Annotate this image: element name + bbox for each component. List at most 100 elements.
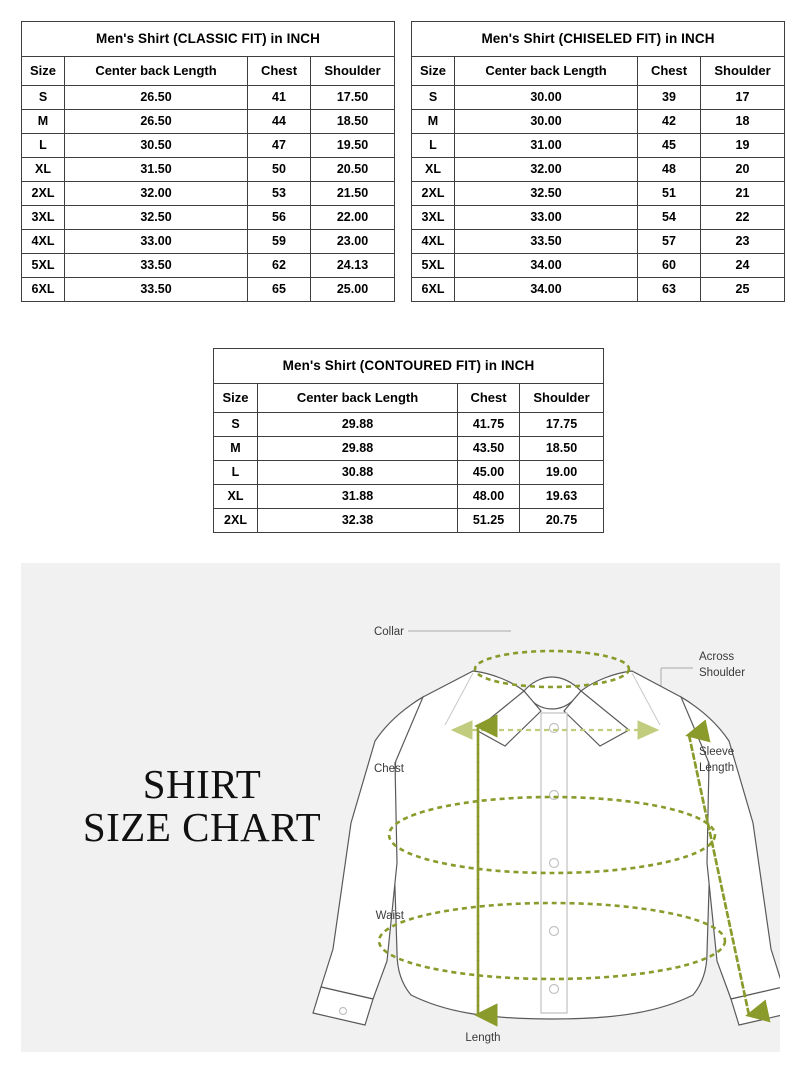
- cell-shoulder: 22.00: [310, 205, 395, 230]
- table-row: M 30.00 42 18: [411, 109, 785, 134]
- cell-length: 31.50: [64, 157, 248, 182]
- chest-measure-ellipse: [387, 795, 717, 875]
- shoulder-seams: [444, 672, 661, 726]
- label-sleeve-length-line-2: Length: [699, 762, 734, 774]
- cell-size: 3XL: [411, 205, 455, 230]
- cell-chest: 63: [637, 277, 701, 302]
- cell-chest: 51.25: [457, 508, 520, 533]
- cell-size: S: [21, 85, 65, 110]
- size-table-contoured-fit: Men's Shirt (CONTOURED FIT) in INCH Size…: [213, 348, 604, 533]
- column-header-shoulder: Shoulder: [310, 56, 395, 86]
- cell-length: 31.00: [454, 133, 638, 158]
- cell-length: 30.50: [64, 133, 248, 158]
- cell-length: 32.00: [454, 157, 638, 182]
- cell-size: 2XL: [213, 508, 258, 533]
- table-row: S 29.88 41.75 17.75: [213, 412, 604, 437]
- cell-shoulder: 20.75: [519, 508, 604, 533]
- cell-size: 6XL: [411, 277, 455, 302]
- page-title: SHIRT SIZE CHART: [37, 762, 367, 851]
- cell-shoulder: 21.50: [310, 181, 395, 206]
- size-table-classic-fit: Men's Shirt (CLASSIC FIT) in INCH Size C…: [21, 21, 395, 302]
- cell-size: 5XL: [411, 253, 455, 278]
- table-row: L 30.50 47 19.50: [21, 133, 395, 158]
- cell-size: L: [21, 133, 65, 158]
- cell-chest: 60: [637, 253, 701, 278]
- column-header-size: Size: [21, 56, 65, 86]
- cell-shoulder: 20: [700, 157, 785, 182]
- cell-chest: 42: [637, 109, 701, 134]
- shirt-illustration-panel: SHIRT SIZE CHART: [21, 563, 780, 1052]
- cell-length: 33.00: [454, 205, 638, 230]
- column-header-size: Size: [411, 56, 455, 86]
- cell-shoulder: 25.00: [310, 277, 395, 302]
- cell-shoulder: 24.13: [310, 253, 395, 278]
- table-title: Men's Shirt (CLASSIC FIT) in INCH: [21, 21, 395, 57]
- table-row: M 29.88 43.50 18.50: [213, 436, 604, 461]
- cell-length: 29.88: [257, 436, 458, 461]
- column-header-center-back-length: Center back Length: [454, 56, 638, 86]
- label-chest: Chest: [374, 763, 405, 775]
- cell-chest: 47: [247, 133, 311, 158]
- column-header-size: Size: [213, 383, 258, 413]
- cell-length: 29.88: [257, 412, 458, 437]
- cell-size: M: [21, 109, 65, 134]
- table-row: 4XL 33.00 59 23.00: [21, 229, 395, 254]
- cell-length: 33.50: [64, 277, 248, 302]
- cell-shoulder: 18.50: [519, 436, 604, 461]
- table-row: 6XL 34.00 63 25: [411, 277, 785, 302]
- column-header-shoulder: Shoulder: [700, 56, 785, 86]
- cell-length: 33.50: [454, 229, 638, 254]
- cell-length: 32.00: [64, 181, 248, 206]
- cell-size: 3XL: [21, 205, 65, 230]
- column-header-chest: Chest: [247, 56, 311, 86]
- column-header-chest: Chest: [457, 383, 520, 413]
- cell-shoulder: 25: [700, 277, 785, 302]
- cell-size: 5XL: [21, 253, 65, 278]
- cell-length: 32.50: [454, 181, 638, 206]
- cell-length: 30.00: [454, 109, 638, 134]
- cell-shoulder: 20.50: [310, 157, 395, 182]
- column-header-center-back-length: Center back Length: [257, 383, 458, 413]
- cell-chest: 45.00: [457, 460, 520, 485]
- table-row: 5XL 34.00 60 24: [411, 253, 785, 278]
- table-row: 5XL 33.50 62 24.13: [21, 253, 395, 278]
- cell-chest: 41: [247, 85, 311, 110]
- cell-chest: 48: [637, 157, 701, 182]
- label-across-shoulder-line-1: Across: [699, 651, 734, 663]
- cell-size: 2XL: [411, 181, 455, 206]
- table-row: 6XL 33.50 65 25.00: [21, 277, 395, 302]
- title-line-2: SIZE CHART: [82, 804, 322, 851]
- size-table-chiseled-fit: Men's Shirt (CHISELED FIT) in INCH Size …: [411, 21, 785, 302]
- cell-chest: 53: [247, 181, 311, 206]
- cell-length: 32.38: [257, 508, 458, 533]
- cell-chest: 43.50: [457, 436, 520, 461]
- shirt-outline: [312, 670, 780, 1026]
- column-header-chest: Chest: [637, 56, 701, 86]
- cell-chest: 48.00: [457, 484, 520, 509]
- cell-length: 33.00: [64, 229, 248, 254]
- table-row: XL 31.50 50 20.50: [21, 157, 395, 182]
- cell-length: 33.50: [64, 253, 248, 278]
- cell-shoulder: 19.50: [310, 133, 395, 158]
- cell-chest: 59: [247, 229, 311, 254]
- cell-shoulder: 19.63: [519, 484, 604, 509]
- label-collar: Collar: [374, 626, 404, 638]
- collar-measure-ellipse: [473, 649, 631, 689]
- table-row: S 26.50 41 17.50: [21, 85, 395, 110]
- table-row: 2XL 32.38 51.25 20.75: [213, 508, 604, 533]
- cell-chest: 44: [247, 109, 311, 134]
- table-row: M 26.50 44 18.50: [21, 109, 395, 134]
- cell-shoulder: 21: [700, 181, 785, 206]
- cell-chest: 50: [247, 157, 311, 182]
- label-length: Length: [465, 1032, 500, 1044]
- cell-shoulder: 17.50: [310, 85, 395, 110]
- column-header-shoulder: Shoulder: [519, 383, 604, 413]
- cell-shoulder: 18: [700, 109, 785, 134]
- cell-chest: 41.75: [457, 412, 520, 437]
- table-row: 4XL 33.50 57 23: [411, 229, 785, 254]
- cell-chest: 54: [637, 205, 701, 230]
- shirt-diagram: Collar Chest Waist Across Shoulder Sleev…: [312, 626, 780, 1044]
- cell-size: 2XL: [21, 181, 65, 206]
- label-waist: Waist: [376, 910, 405, 922]
- cell-length: 30.00: [454, 85, 638, 110]
